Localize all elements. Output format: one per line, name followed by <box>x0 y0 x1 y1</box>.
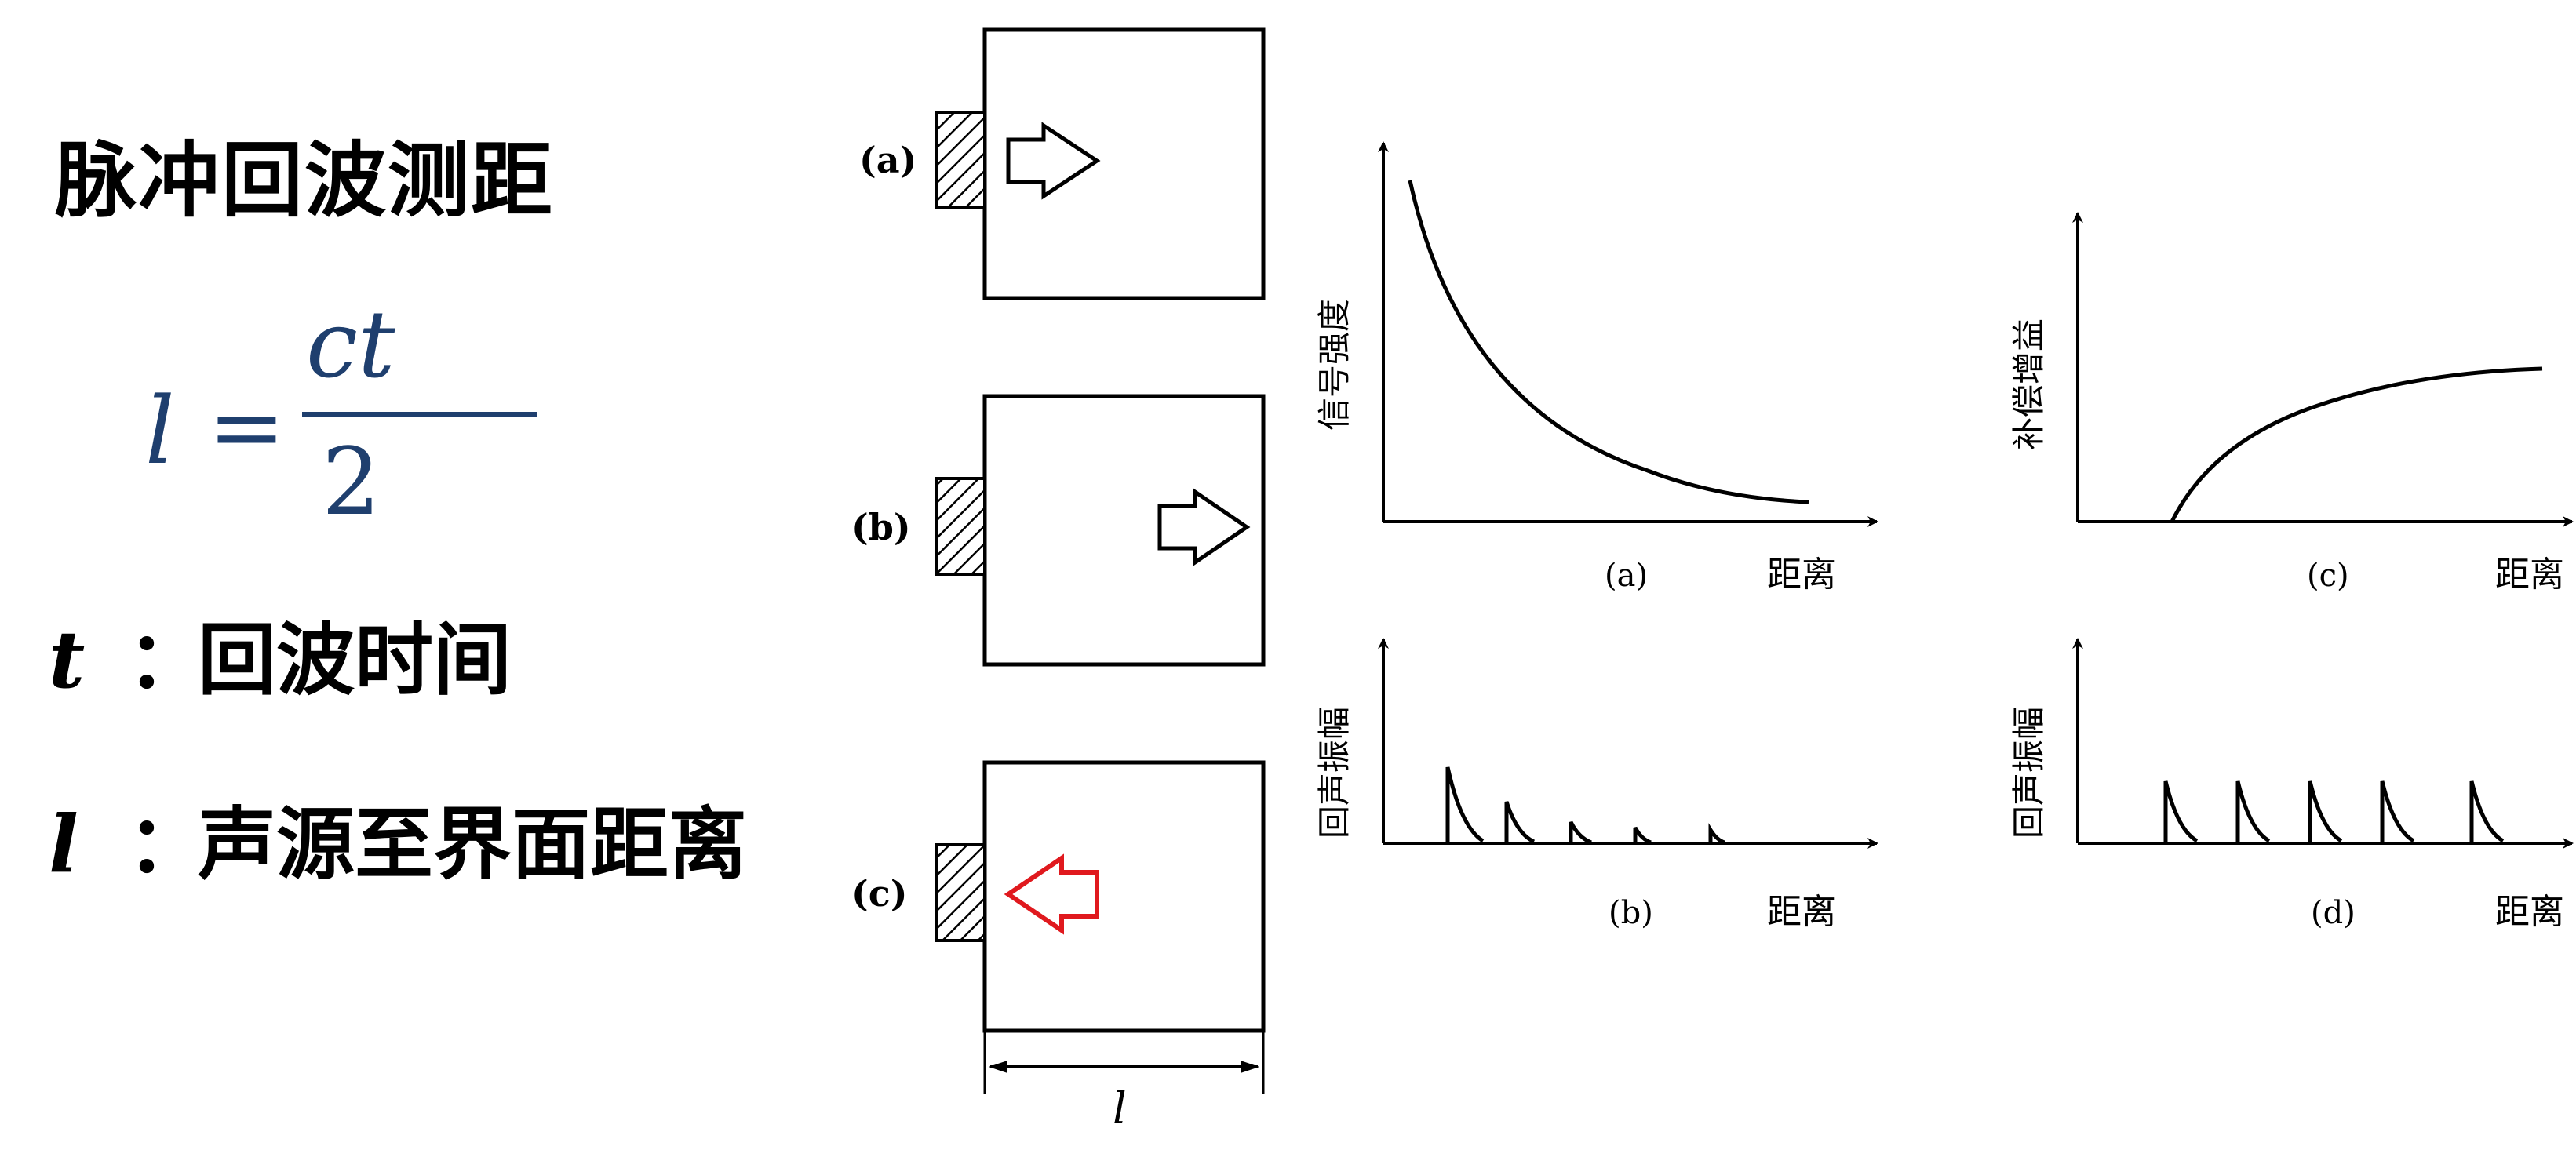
formula-numerator: ct <box>306 290 395 398</box>
panel-a: (a) <box>859 27 1266 300</box>
graph-b: 回声振幅 (b) 距离 <box>1315 638 1878 932</box>
graph-caption: (c) <box>2307 558 2349 594</box>
formula-denominator: 2 <box>322 428 381 536</box>
echo-pulse <box>1633 826 1652 845</box>
definition-symbol: t <box>49 613 86 706</box>
definition-distance: l ：声源至界面距离 <box>49 780 747 894</box>
graph-caption: (b) <box>1609 895 1653 931</box>
y-axis-label: 回声振幅 <box>1315 707 1354 839</box>
panel-label: (a) <box>859 139 916 181</box>
x-axis-label: 距离 <box>2495 555 2564 595</box>
y-axis-label: 信号强度 <box>1315 299 1354 431</box>
formula-equals: = <box>208 373 286 481</box>
echo-pulse <box>2308 780 2343 843</box>
fraction-bar <box>302 412 537 417</box>
x-axis-label: 距离 <box>1767 892 1836 932</box>
transducer <box>935 477 986 576</box>
definition-text: 声源至界面距离 <box>198 799 747 890</box>
transducer <box>935 111 986 209</box>
panel-label: (c) <box>851 872 908 915</box>
echo-pulse <box>2469 780 2505 843</box>
formula-lhs: l <box>145 377 175 485</box>
graph-c: 补偿增益 (c) 距离 <box>2009 212 2574 595</box>
graph-caption: (a) <box>1605 558 1648 594</box>
x-axis-label: 距离 <box>1767 555 1836 595</box>
echo-pulse <box>2163 780 2199 843</box>
y-axis-label: 补偿增益 <box>2009 318 2048 450</box>
graph-a: 信号强度 (a) 距离 <box>1315 141 1878 595</box>
definition-symbol: l <box>49 798 78 890</box>
echo-pulse <box>2380 780 2415 843</box>
echo-pulse <box>1569 820 1592 845</box>
definition-text: 回波时间 <box>198 614 512 706</box>
dimension-label: l <box>1113 1083 1127 1134</box>
x-axis-label: 距离 <box>2495 892 2564 932</box>
echo-pulse <box>1708 823 1725 845</box>
echo-pulse <box>1445 766 1485 843</box>
graph-d: 回声振幅 (d) 距离 <box>2009 638 2574 932</box>
reflected-pulse-arrow <box>1004 853 1099 935</box>
page-title: 脉冲回波测距 <box>55 133 555 228</box>
panel-label: (b) <box>851 506 911 548</box>
graph-caption: (d) <box>2311 895 2356 931</box>
y-axis-label: 回声振幅 <box>2009 707 2048 839</box>
outgoing-pulse-arrow <box>1006 122 1101 200</box>
panel-c: (c) l <box>851 760 1266 1134</box>
echo-pulse <box>1504 801 1536 844</box>
definition-time: t ：回波时间 <box>49 596 512 710</box>
decay-curve <box>1408 180 1809 504</box>
gain-curve <box>2170 366 2543 523</box>
definition-colon: ： <box>127 799 206 890</box>
transducer <box>935 843 986 942</box>
echo-pulse <box>2235 780 2271 843</box>
outgoing-pulse-arrow <box>1157 488 1251 566</box>
definition-colon: ： <box>127 614 206 706</box>
panel-b: (b) <box>851 394 1266 667</box>
